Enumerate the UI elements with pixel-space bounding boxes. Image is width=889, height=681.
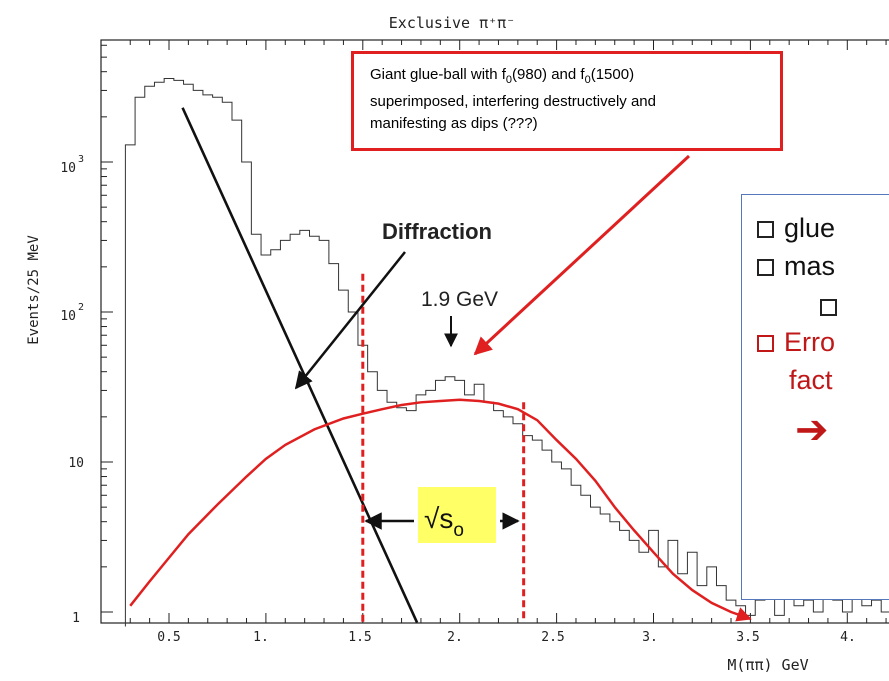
x-tick-label: 2.5	[541, 630, 564, 645]
checkbox-bullet-icon	[757, 221, 774, 238]
glueball-callout: Giant glue-ball with f0(980) and f0(1500…	[351, 51, 783, 151]
sqrt-s0-label: √so	[424, 503, 464, 541]
y-tick-label: 10	[60, 161, 76, 176]
callout-text: (980) and f	[512, 66, 585, 83]
plot-frame	[100, 39, 889, 624]
checkbox-bullet-icon	[757, 259, 774, 276]
histogram-series	[124, 78, 889, 627]
diffraction-label: Diffraction	[382, 219, 492, 244]
y-tick-label: 10	[68, 456, 84, 471]
callout-arrow	[473, 154, 691, 356]
panel-item-3: Erro	[757, 327, 835, 358]
chart-title: Exclusive π⁺π⁻	[389, 14, 515, 32]
sqrt-s0-sub: o	[453, 520, 464, 541]
panel-item-3-continued: fact	[789, 365, 833, 395]
fit-curve	[129, 398, 752, 622]
axis-ticks	[101, 40, 887, 623]
y-tick-exp: 2	[78, 302, 84, 313]
peak-label: 1.9 GeV	[421, 288, 498, 311]
sqrt-s0-highlight	[418, 487, 496, 543]
sqrt-s0-base: √s	[424, 503, 453, 534]
x-tick-label: 3.	[642, 630, 658, 645]
x-tick-label: 0.5	[157, 630, 180, 645]
panel-item-text: glue	[784, 213, 836, 243]
callout-line-2: superimposed, interfering destructively …	[370, 93, 656, 110]
callout-subscript: 0	[584, 74, 591, 86]
y-axis-label: Events/25 MeV	[26, 235, 42, 345]
x-tick-label: 4.	[840, 630, 856, 645]
x-tick-label: 1.	[253, 630, 269, 645]
panel-item-sub	[820, 291, 847, 322]
callout-text: Giant glue-ball with f	[370, 66, 506, 83]
diffraction-line	[181, 107, 419, 624]
checkbox-bullet-icon	[820, 299, 837, 316]
callout-line-3: manifesting as dips (???)	[370, 115, 538, 132]
x-axis-label: M(ππ) GeV	[727, 656, 808, 674]
panel-item-text: mas	[784, 251, 836, 281]
callout-text: (1500)	[590, 66, 635, 83]
x-tick-label: 2.	[447, 630, 463, 645]
diffraction-arrow	[294, 251, 406, 390]
y-tick-label: 1	[72, 611, 80, 626]
y-tick-exp: 3	[78, 154, 84, 165]
checkbox-bullet-icon	[757, 335, 774, 352]
arrow-right-icon: ➔	[795, 408, 829, 452]
panel-item-text: Erro	[784, 327, 836, 357]
x-tick-label: 3.5	[736, 630, 759, 645]
callout-subscript: 0	[505, 74, 513, 86]
panel-item-2: mas	[757, 251, 835, 282]
bullet-panel: glue mas Erro fact ➔	[741, 194, 889, 600]
callout-line-1: Giant glue-ball with f0(980) and f0(1500…	[370, 64, 768, 91]
y-tick-label: 10	[60, 309, 76, 324]
panel-item-1: glue	[757, 213, 835, 244]
x-tick-label: 1.5	[348, 630, 371, 645]
